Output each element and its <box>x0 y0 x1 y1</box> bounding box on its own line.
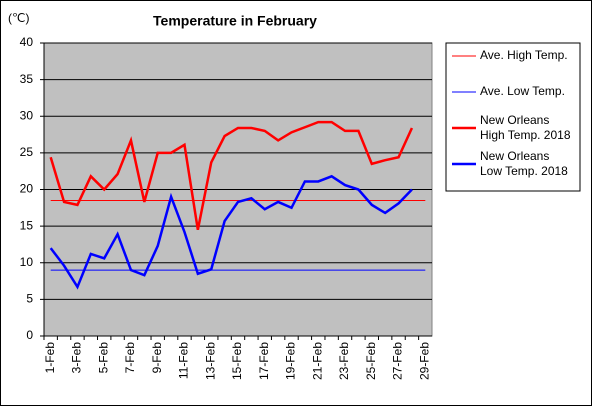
y-axis-label: (℃) <box>8 11 29 25</box>
x-tick-label: 11-Feb <box>177 342 191 379</box>
series-line <box>49 120 414 231</box>
x-tick-label: 19-Feb <box>284 342 298 380</box>
y-tick-label: 20 <box>20 182 34 196</box>
x-tick-label: 23-Feb <box>337 342 351 380</box>
x-tick-label: 5-Feb <box>96 342 110 374</box>
x-tick-label: 29-Feb <box>417 342 431 380</box>
y-tick-label: 35 <box>20 72 34 86</box>
y-tick-label: 5 <box>26 292 33 306</box>
x-tick-label: 1-Feb <box>43 342 57 374</box>
x-tick-label: 21-Feb <box>310 342 324 380</box>
y-tick-label: 25 <box>20 145 34 159</box>
y-tick-label: 10 <box>20 255 34 269</box>
x-tick-label: 27-Feb <box>391 342 405 380</box>
legend-label: New Orleans High Temp. 2018 <box>480 113 571 142</box>
y-tick-label: 0 <box>26 328 33 342</box>
legend-label: Ave. High Temp. <box>480 48 568 62</box>
x-tick-label: 13-Feb <box>203 342 217 380</box>
x-tick-label: 3-Feb <box>70 342 84 374</box>
y-tick-label: 40 <box>20 35 34 49</box>
x-tick-label: 7-Feb <box>123 342 137 374</box>
legend-label: New Orleans Low Temp. 2018 <box>480 149 568 178</box>
legend-label: Ave. Low Temp. <box>480 84 565 98</box>
series-line <box>49 174 413 290</box>
x-tick-label: 15-Feb <box>230 342 244 380</box>
x-tick-label: 9-Feb <box>150 342 164 374</box>
y-tick-label: 15 <box>20 218 34 232</box>
x-tick-label: 17-Feb <box>257 342 271 380</box>
legend <box>445 42 581 192</box>
y-tick-label: 30 <box>20 108 34 122</box>
x-tick-label: 25-Feb <box>364 342 378 380</box>
chart-title: Temperature in February <box>153 13 317 29</box>
